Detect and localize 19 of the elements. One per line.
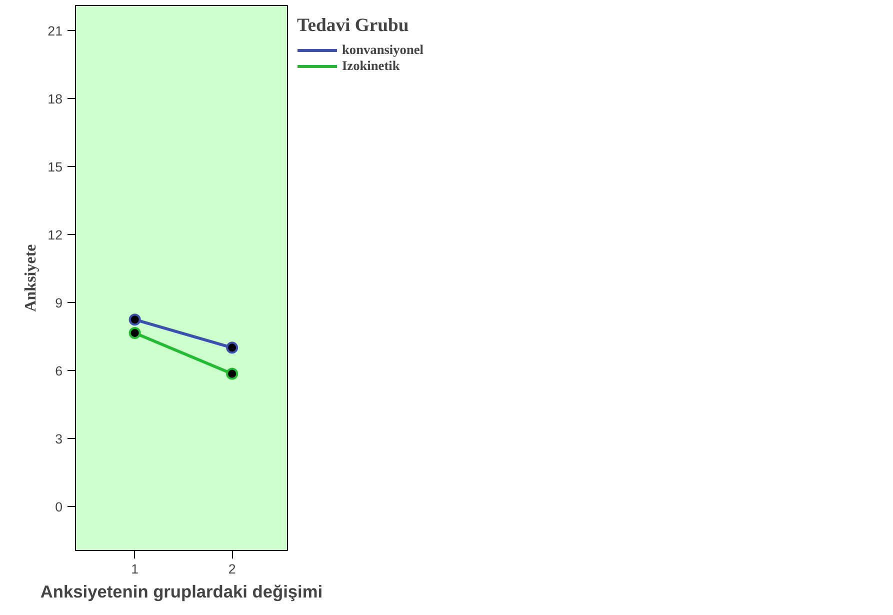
y-tick-label: 18	[48, 91, 63, 106]
y-tick-label: 0	[55, 499, 63, 514]
x-tick-label: 1	[131, 562, 139, 576]
y-axis-title: Anksiyete	[22, 244, 40, 312]
y-tick-label: 12	[48, 227, 63, 242]
point	[128, 314, 141, 326]
legend-label: Izokinetik	[342, 58, 400, 74]
y-tick-label: 21	[48, 23, 63, 38]
y-tick-label: 9	[55, 295, 63, 310]
legend-title: Tedavi Grubu	[297, 15, 410, 37]
point	[226, 368, 238, 380]
point	[226, 342, 238, 354]
legend-label: konvansiyonel	[342, 42, 424, 58]
y-tick-label: 3	[55, 431, 63, 446]
point	[128, 326, 141, 339]
x-tick-label: 2	[228, 562, 236, 576]
x-axis-title: Anksiyetenin gruplardaki değişimi	[40, 582, 323, 602]
y-tick-label: 15	[48, 159, 63, 174]
y-tick-label: 6	[55, 363, 63, 378]
